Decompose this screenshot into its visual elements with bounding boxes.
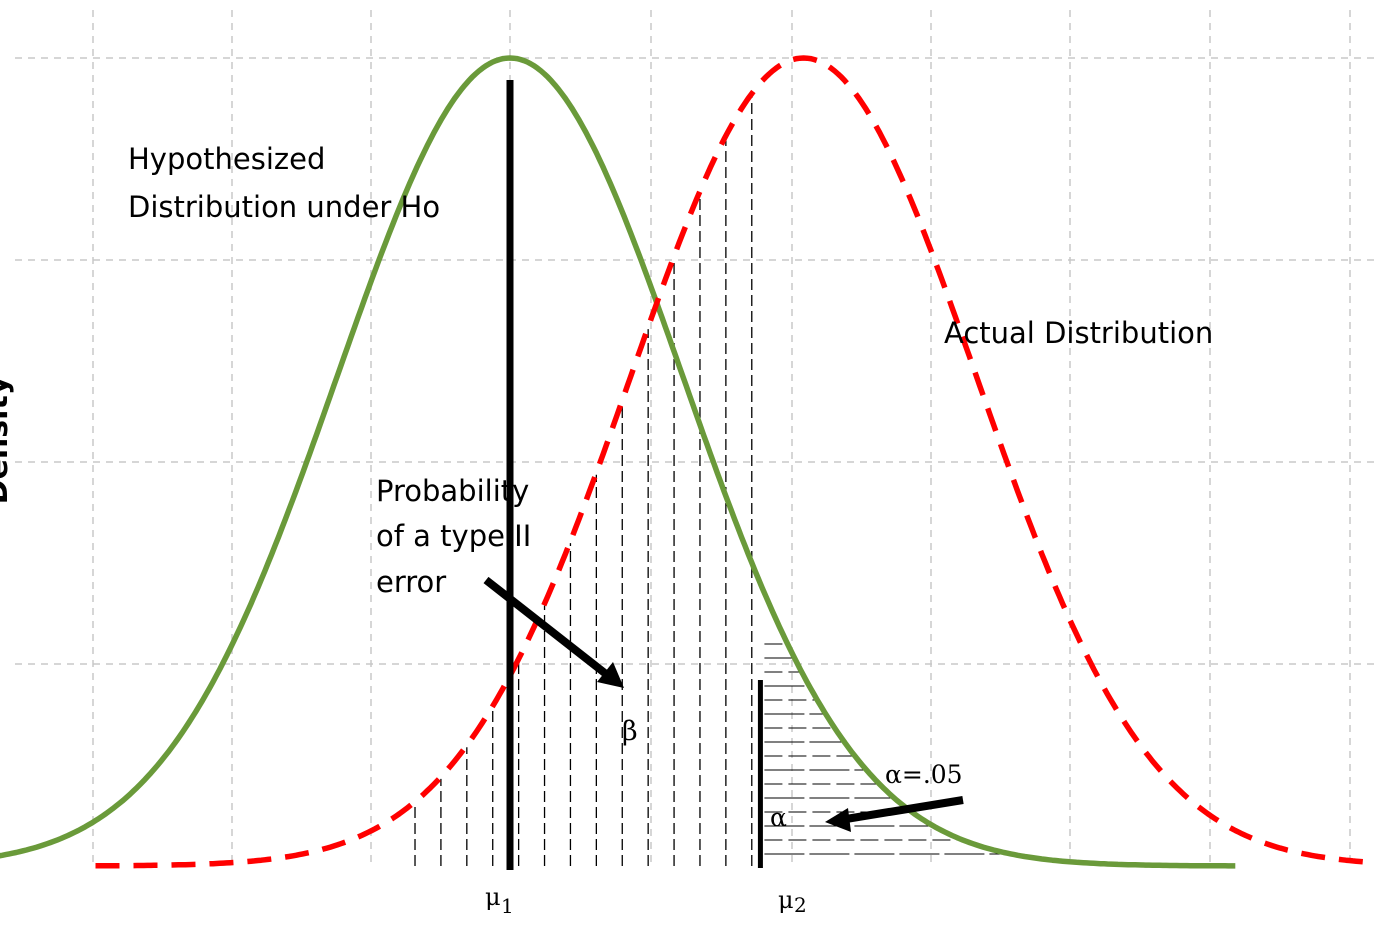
null-distribution-label-line1: Hypothesized: [128, 142, 325, 176]
grid: [15, 10, 1375, 866]
x-tick-mu1-symbol: μ: [485, 883, 501, 911]
type-ii-error-label-line2: of a type II: [376, 519, 531, 553]
arrow-to-alpha: [825, 796, 964, 832]
alpha-hatch-region: [764, 643, 1012, 855]
actual-distribution-curve: [95, 55, 1374, 869]
x-tick-mu1-subscript: 1: [501, 894, 514, 918]
x-tick-mu1: μ 1: [485, 883, 514, 918]
null-distribution-label-line2: Distribution under Ho: [128, 190, 440, 224]
actual-distribution-label: Actual Distribution: [944, 316, 1213, 350]
type-ii-error-label-line3: error: [376, 565, 446, 599]
x-tick-mu2: μ 2: [778, 886, 807, 917]
x-tick-mu2-subscript: 2: [794, 893, 807, 917]
type-ii-error-label-line1: Probability: [376, 474, 529, 508]
y-axis-label: Density: [0, 375, 15, 504]
null-distribution-curve: [0, 55, 1236, 869]
x-tick-mu2-symbol: μ: [778, 886, 794, 914]
reference-lines: [506, 80, 763, 870]
beta-symbol: β: [622, 716, 638, 747]
alpha-symbol: α: [770, 803, 787, 832]
arrow-to-beta: [483, 576, 624, 688]
alpha-label: α=.05: [885, 760, 963, 789]
curves: [0, 55, 1374, 869]
